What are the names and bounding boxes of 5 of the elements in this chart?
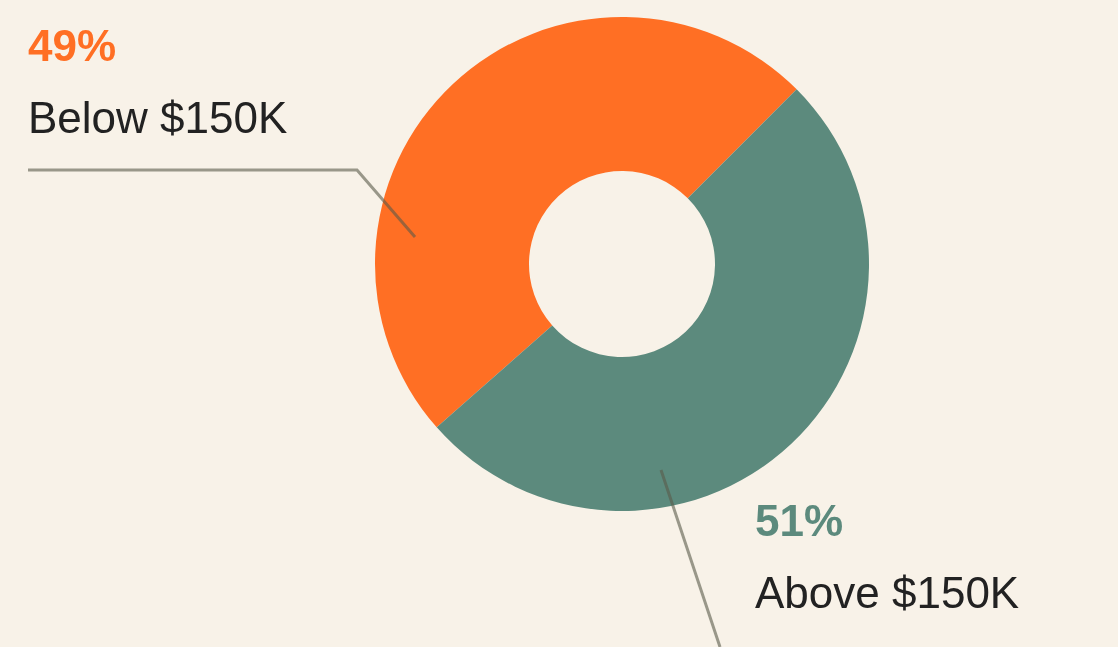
slice-label: Above $150K	[755, 567, 1020, 619]
slice-label: Below $150K	[28, 92, 288, 144]
data-label: 51%	[755, 495, 845, 547]
donut-slice	[375, 17, 797, 428]
data-label: 49%	[28, 20, 118, 72]
